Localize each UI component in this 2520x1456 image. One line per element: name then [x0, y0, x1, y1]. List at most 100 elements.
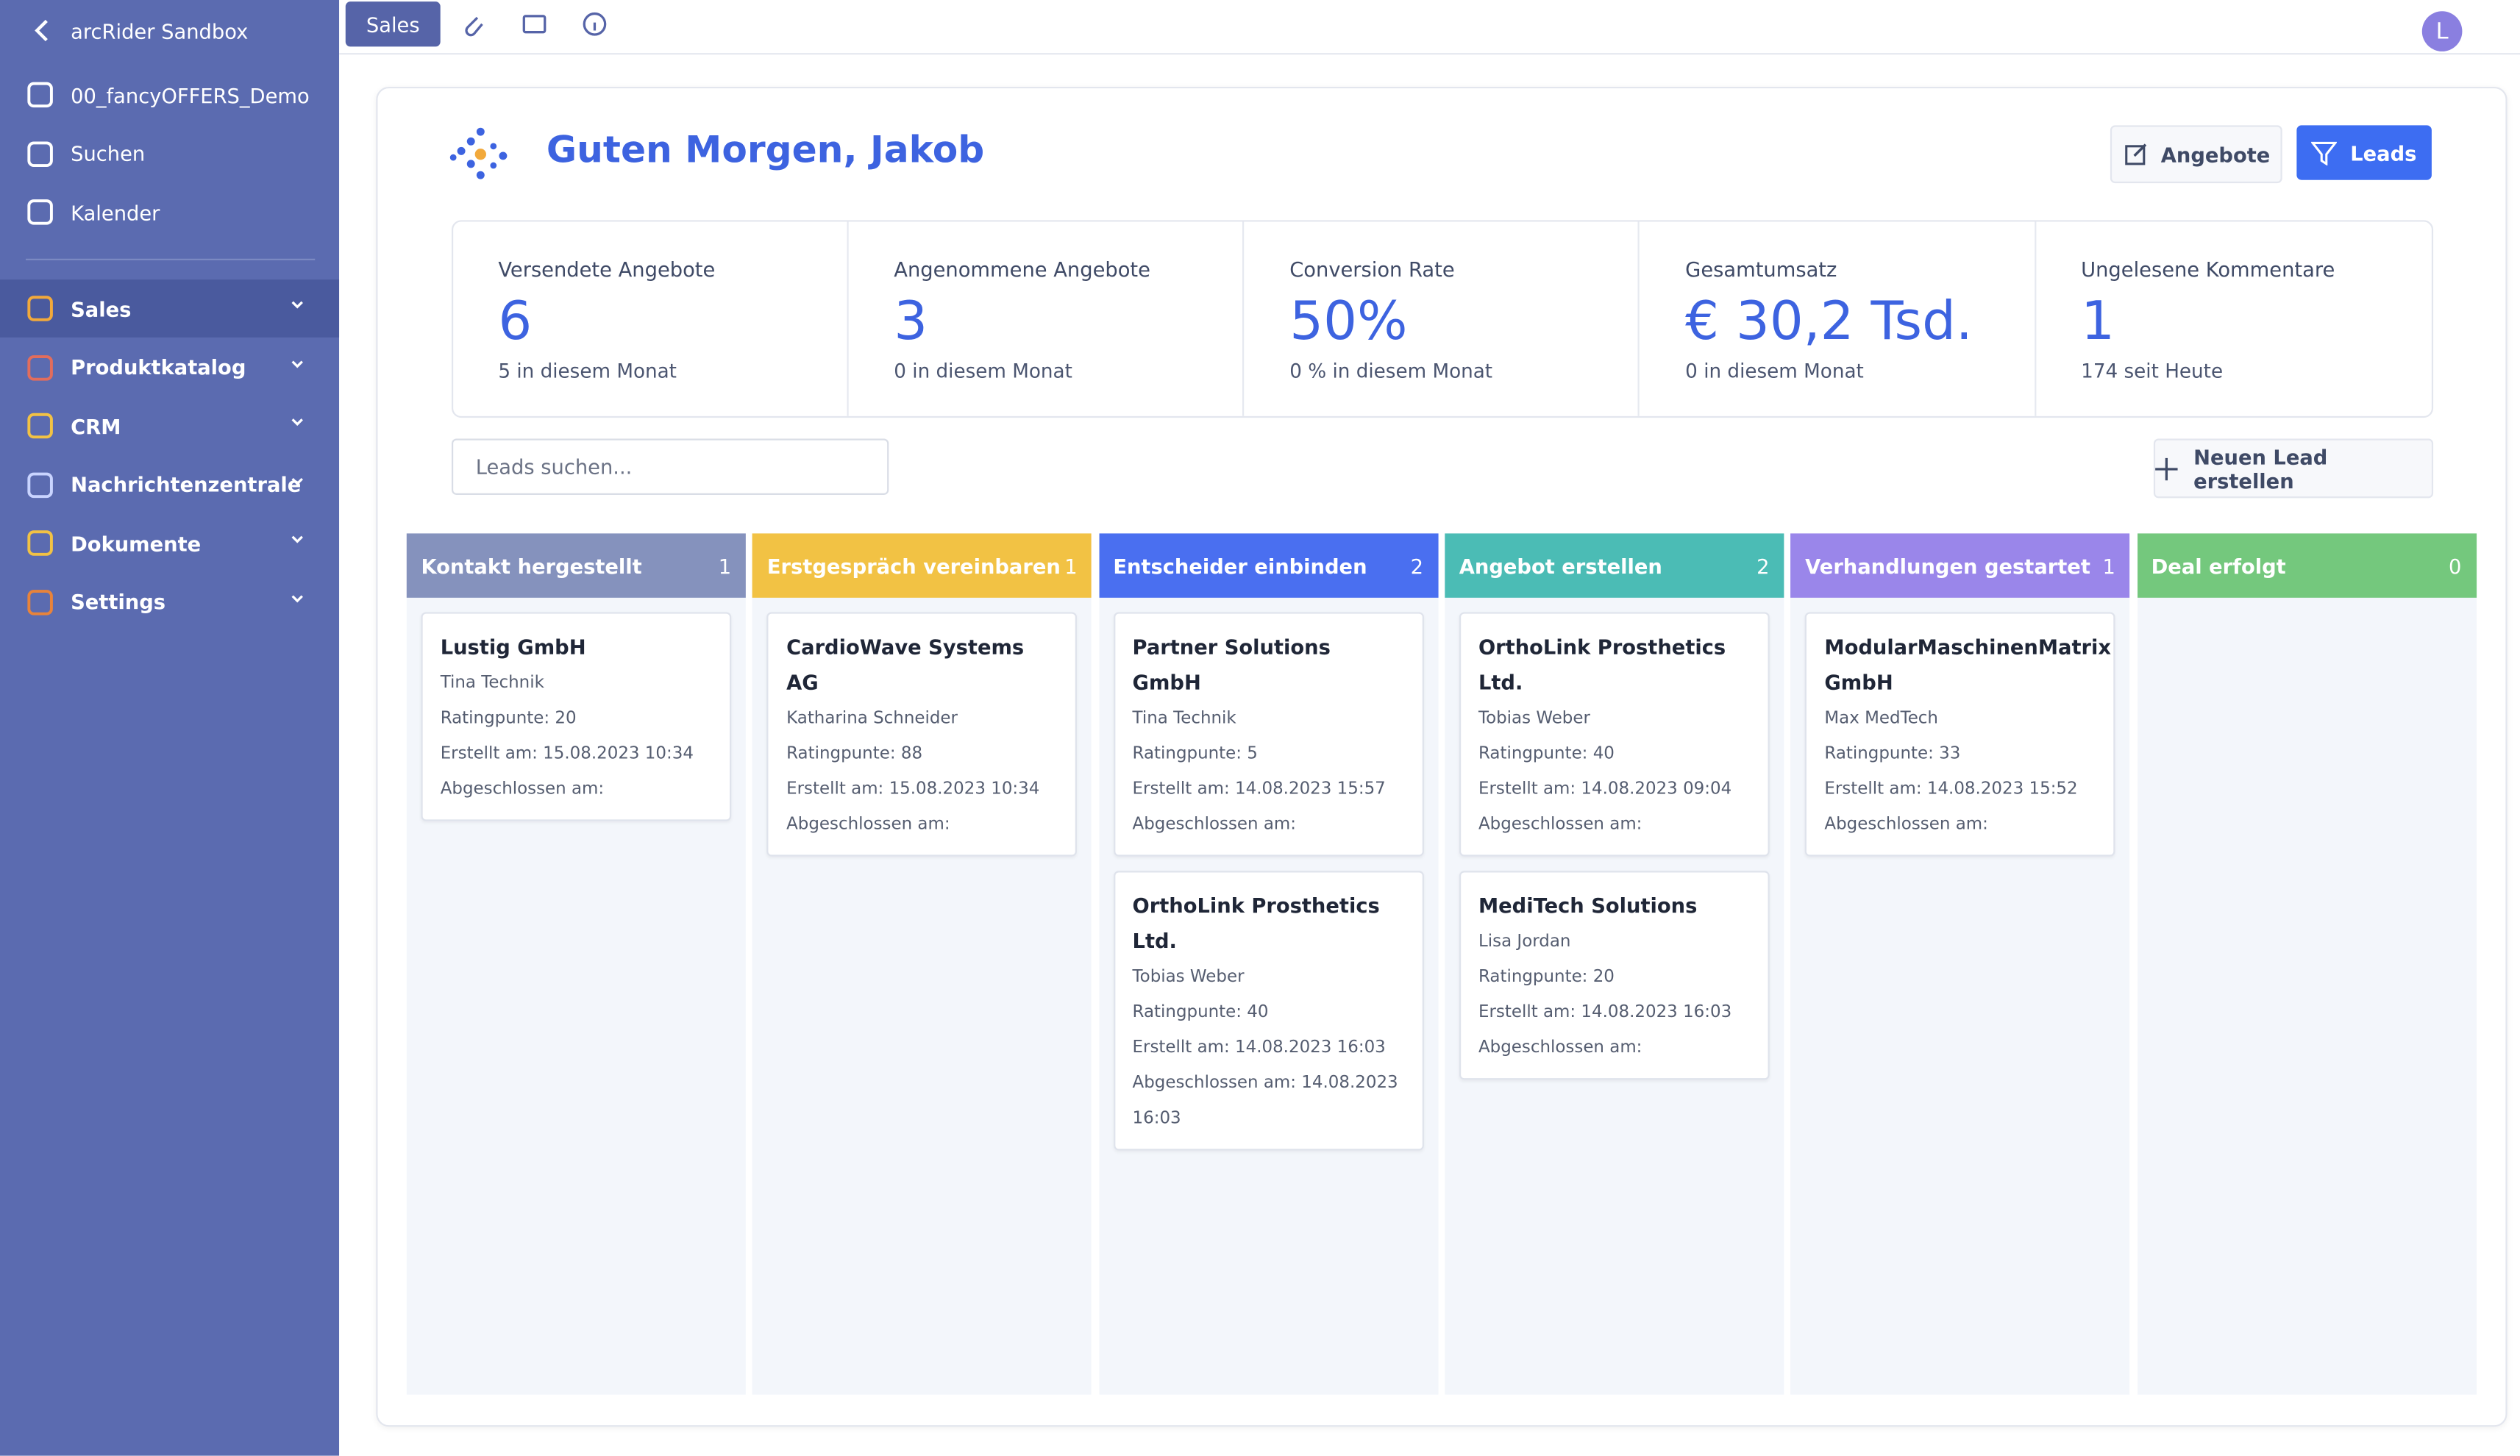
- card-rating: Ratingpunte: 20: [1478, 967, 1615, 987]
- menu-icon: [27, 296, 53, 321]
- new-lead-button[interactable]: Neuen Lead erstellen: [2153, 438, 2434, 499]
- column-title: Entscheider einbinden: [1113, 553, 1367, 578]
- card-person: Tina Technik: [440, 673, 544, 693]
- sidebar-item-label: 00_fancyOFFERS_Demo: [71, 82, 310, 107]
- chevron: [291, 594, 303, 602]
- column-title: Erstgespräch vereinbaren: [766, 553, 1061, 578]
- menu-item-label: Nachrichtenzentrale: [71, 472, 302, 497]
- menu-icon: [27, 82, 53, 108]
- card-title: Lustig GmbH: [440, 635, 586, 659]
- lead-card[interactable]: Partner Solutions GmbH Tina Technik Rating…: [1113, 612, 1424, 857]
- card-title: ModularMaschinenMatrix GmbH: [1824, 635, 2111, 694]
- menu-icon: [27, 589, 53, 615]
- menu-icon: [27, 413, 53, 439]
- menu-item-label: CRM: [71, 413, 121, 438]
- column-title: Kontakt hergestellt: [421, 553, 642, 578]
- column-title: Deal erfolgt: [2151, 553, 2286, 578]
- card-created: Erstellt am: 14.08.2023 15:52: [1824, 779, 2078, 799]
- stat-value: 3: [894, 289, 928, 352]
- card-created: Erstellt am: 14.08.2023 09:04: [1478, 779, 1732, 799]
- column-title: Angebot erstellen: [1459, 553, 1662, 578]
- menu-item-label: Dokumente: [71, 531, 202, 555]
- lead-card[interactable]: OrthoLink Prosthetics Ltd. Tobias Weber Ra…: [1113, 871, 1424, 1151]
- chevron: [291, 418, 303, 427]
- stat-sub: 0 in diesem Monat: [894, 360, 1072, 383]
- kanban-column: Deal erfolgt 0: [2136, 533, 2476, 1395]
- sidebar: arcRider Sandbox 00_fancyOFFERS_Demo Such…: [0, 0, 340, 1456]
- sales-tab[interactable]: Sales: [345, 1, 441, 47]
- column-header: Entscheider einbinden 2: [1098, 533, 1438, 598]
- sidebar-item-label: Suchen: [71, 141, 146, 166]
- kanban-column: Verhandlungen gestartet 1 ModularMaschinen…: [1790, 533, 2130, 1395]
- stat-label: Conversion Rate: [1289, 257, 1455, 282]
- card-rating: Ratingpunte: 20: [440, 708, 577, 728]
- back-link[interactable]: arcRider Sandbox: [0, 1, 339, 60]
- card-title: CardioWave Systems AG: [786, 635, 1025, 694]
- lead-card[interactable]: CardioWave Systems AG Katharina Schneider…: [766, 612, 1078, 857]
- menu-item[interactable]: Sales: [0, 279, 340, 338]
- card-person: Katharina Schneider: [786, 708, 958, 728]
- stat-sub: 0 in diesem Monat: [1685, 360, 1864, 383]
- menu-item[interactable]: Nachrichtenzentrale: [0, 455, 339, 513]
- card-created: Erstellt am: 14.08.2023 16:03: [1478, 1002, 1732, 1022]
- search-input[interactable]: Leads suchen...: [451, 438, 889, 495]
- kanban-column: Angebot erstellen 2 OrthoLink Prosthetics …: [1445, 533, 1784, 1395]
- stat-label: Angenommene Angebote: [894, 257, 1150, 282]
- menu-icon: [27, 471, 53, 498]
- angebote-label: Angebote: [2160, 142, 2271, 167]
- column-count: 2: [1410, 553, 1424, 578]
- column-count: 1: [718, 553, 732, 578]
- greeting: Guten Morgen, Jakob: [546, 129, 985, 172]
- card-closed: Abgeschlossen am:: [786, 814, 950, 835]
- card-closed: Abgeschlossen am:: [1824, 814, 1988, 835]
- angebote-button[interactable]: Angebote: [2110, 125, 2282, 184]
- menu-item-label: Settings: [71, 589, 166, 614]
- card-rating: Ratingpunte: 40: [1478, 743, 1615, 763]
- menu-icon: [27, 199, 53, 225]
- card-person: Lisa Jordan: [1478, 932, 1571, 952]
- stat-value: 50%: [1289, 289, 1408, 352]
- stat-label: Ungelesene Kommentare: [2081, 257, 2335, 282]
- column-count: 1: [2102, 553, 2115, 578]
- column-header: Angebot erstellen 2: [1445, 533, 1784, 598]
- card-rating: Ratingpunte: 33: [1824, 743, 1961, 763]
- chevron: [291, 535, 303, 543]
- column-count: 2: [1756, 553, 1770, 578]
- leads-label: Leads: [2350, 140, 2417, 165]
- avatar[interactable]: L: [2421, 11, 2463, 51]
- stat-cell: Conversion Rate 50% 0 % in diesem Monat: [1245, 221, 1640, 416]
- kanban-column: Entscheider einbinden 2 Partner Solutions …: [1098, 533, 1438, 1395]
- new-lead-label: Neuen Lead erstellen: [2193, 444, 2328, 493]
- card-title: OrthoLink Prosthetics Ltd.: [1478, 635, 1726, 694]
- column-header: Verhandlungen gestartet 1: [1790, 533, 2130, 598]
- chevron: [291, 477, 303, 485]
- back-label: arcRider Sandbox: [71, 18, 249, 43]
- menu-item-label: Produktkatalog: [71, 354, 246, 379]
- stat-label: Gesamtumsatz: [1685, 257, 1837, 282]
- menu-item[interactable]: Produktkatalog: [0, 338, 339, 396]
- leads-button[interactable]: Leads: [2296, 125, 2432, 180]
- lead-card[interactable]: MediTech Solutions Lisa Jordan Ratingpunte…: [1459, 871, 1770, 1080]
- stat-value: 6: [498, 289, 533, 352]
- lead-card[interactable]: ModularMaschinenMatrix GmbH Max MedTech Ra…: [1805, 612, 2115, 857]
- menu-item[interactable]: Settings: [0, 573, 339, 631]
- stat-cell: Ungelesene Kommentare 1 174 seit Heute: [2036, 222, 2432, 416]
- stat-label: Versendete Angebote: [498, 257, 716, 282]
- sidebar-item[interactable]: Kalender: [0, 183, 339, 241]
- menu-item[interactable]: Dokumente: [0, 514, 339, 572]
- stat-value: 1: [2081, 289, 2115, 352]
- sidebar-item[interactable]: Suchen: [0, 124, 339, 182]
- kanban-column: Erstgespräch vereinbaren 1 CardioWave Syst…: [752, 533, 1092, 1395]
- lead-card[interactable]: Lustig GmbH Tina Technik Ratingpunte: 20 Er…: [421, 612, 732, 821]
- lead-card[interactable]: OrthoLink Prosthetics Ltd. Tobias Weber Ra…: [1459, 612, 1770, 857]
- stat-sub: 5 in diesem Monat: [498, 360, 677, 383]
- card-created: Erstellt am: 14.08.2023 16:03: [1132, 1038, 1386, 1057]
- sidebar-item[interactable]: 00_fancyOFFERS_Demo: [0, 66, 339, 124]
- column-header: Kontakt hergestellt 1: [406, 533, 746, 598]
- menu-item[interactable]: CRM: [0, 397, 339, 455]
- toolbar-icons[interactable]: [460, 11, 621, 40]
- menu-icon: [27, 140, 53, 166]
- logo: [449, 127, 508, 179]
